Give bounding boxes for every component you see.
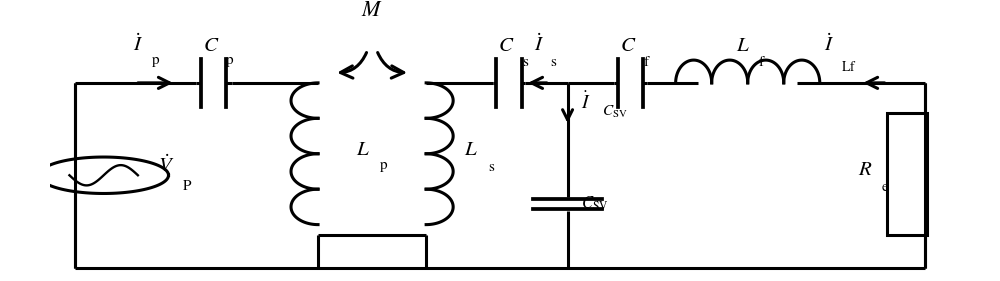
Text: $C_{\mathrm{SV}}$: $C_{\mathrm{SV}}$: [602, 104, 627, 120]
Text: $C_{\mathrm{SV}}$: $C_{\mathrm{SV}}$: [581, 195, 609, 213]
Text: $C$: $C$: [620, 35, 636, 55]
Text: $\dot{V}$: $\dot{V}$: [158, 154, 174, 176]
Text: $\mathrm{p}$: $\mathrm{p}$: [225, 54, 234, 69]
Text: $\mathrm{f}$: $\mathrm{f}$: [643, 54, 651, 69]
Text: $\dot{I}$: $\dot{I}$: [534, 33, 544, 55]
Text: $\dot{I}$: $\dot{I}$: [133, 33, 143, 55]
Text: $\mathrm{s}$: $\mathrm{s}$: [522, 54, 529, 69]
Text: $\mathrm{e}$: $\mathrm{e}$: [881, 179, 890, 194]
Text: $\mathrm{s}$: $\mathrm{s}$: [550, 54, 558, 69]
Text: $L$: $L$: [464, 139, 478, 159]
Text: $L$: $L$: [356, 139, 370, 159]
Text: $R$: $R$: [858, 159, 872, 179]
Bar: [887, 113, 927, 235]
Text: $C$: $C$: [498, 35, 515, 55]
Text: $\mathrm{Lf}$: $\mathrm{Lf}$: [841, 60, 856, 74]
Text: $M$: $M$: [361, 0, 383, 20]
Text: $L$: $L$: [736, 35, 750, 55]
Text: $\mathrm{p}$: $\mathrm{p}$: [379, 159, 388, 174]
Text: $\mathrm{P}$: $\mathrm{P}$: [182, 178, 192, 193]
Text: $\mathrm{p}$: $\mathrm{p}$: [151, 54, 160, 69]
Text: $C$: $C$: [203, 35, 219, 55]
Text: $\mathrm{s}$: $\mathrm{s}$: [488, 159, 496, 174]
Text: $\dot{I}$: $\dot{I}$: [824, 33, 834, 55]
Text: $\dot{I}$: $\dot{I}$: [581, 91, 591, 112]
Text: $\mathrm{f}$: $\mathrm{f}$: [758, 54, 766, 69]
